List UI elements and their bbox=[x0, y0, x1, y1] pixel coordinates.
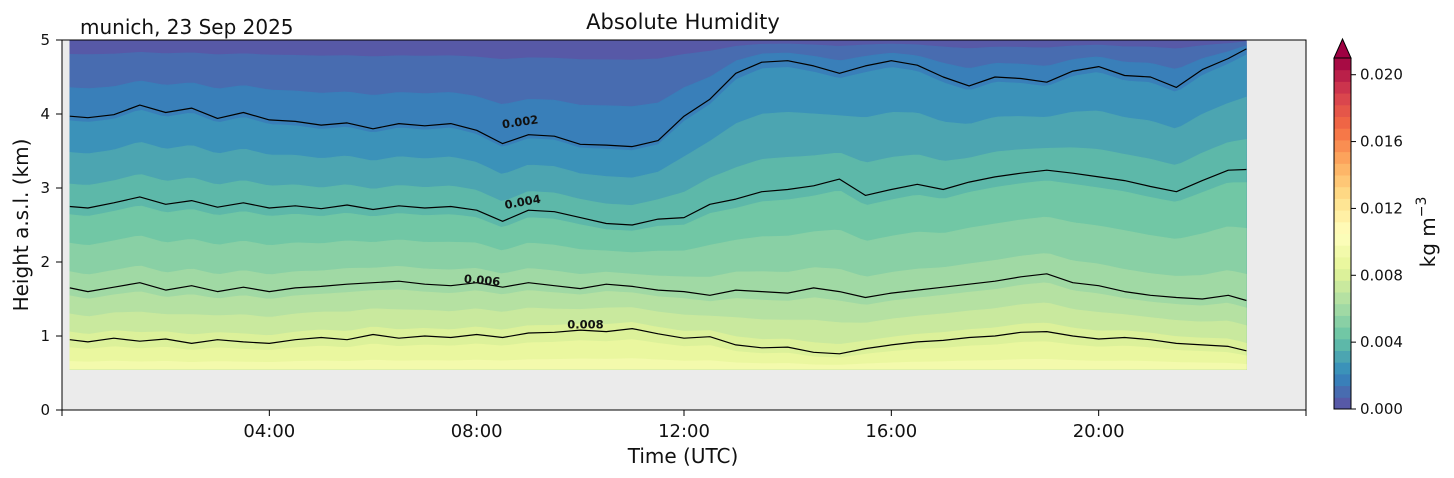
contour-line bbox=[69, 273, 1247, 302]
colorbar-band bbox=[1334, 128, 1351, 141]
contour-label: 0.006 bbox=[463, 272, 500, 289]
colorbar-band bbox=[1334, 210, 1351, 223]
colorbar-tick-label: 0.020 bbox=[1360, 66, 1403, 84]
y-axis-label: Height a.s.l. (km) bbox=[9, 139, 33, 312]
colorbar-band bbox=[1334, 93, 1351, 106]
colorbar-band bbox=[1334, 221, 1351, 234]
colorbar-band bbox=[1334, 315, 1351, 328]
colorbar-band bbox=[1334, 233, 1351, 246]
colorbar-band bbox=[1334, 303, 1351, 316]
contour-label: 0.002 bbox=[501, 112, 539, 131]
colorbar-band bbox=[1334, 116, 1351, 129]
y-tick-label: 1 bbox=[40, 327, 50, 345]
colorbar-band bbox=[1334, 292, 1351, 305]
colorbar-band bbox=[1334, 338, 1351, 351]
colorbar-band bbox=[1334, 373, 1351, 387]
y-tick-label: 5 bbox=[40, 31, 50, 49]
x-axis-label: Time (UTC) bbox=[627, 444, 739, 468]
colorbar-band bbox=[1334, 385, 1351, 398]
colorbar: 0.000 0.004 0.008 0.012 0.016 0.020 kg m−3 bbox=[1333, 37, 1440, 418]
contour-labels: 0.002 0.004 0.006 0.008 bbox=[463, 112, 603, 331]
colorbar-tick-label: 0.016 bbox=[1360, 133, 1403, 151]
x-tick-label: 04:00 bbox=[243, 421, 295, 442]
contour-line bbox=[69, 168, 1247, 226]
y-axis: 0 1 2 3 4 5 bbox=[40, 31, 62, 419]
colorbar-label-exponent: −3 bbox=[1414, 197, 1430, 218]
colorbar-frame bbox=[1333, 57, 1352, 410]
colorbar-band bbox=[1334, 198, 1351, 211]
colorbar-band bbox=[1334, 175, 1351, 188]
contour-lines bbox=[69, 48, 1247, 355]
colorbar-ticks: 0.000 0.004 0.008 0.012 0.016 0.020 bbox=[1351, 66, 1403, 418]
colorbar-band bbox=[1334, 69, 1351, 82]
colorbar-band bbox=[1334, 139, 1351, 153]
colorbar-band bbox=[1334, 256, 1351, 270]
colorbar-band bbox=[1334, 268, 1351, 281]
colorbar-tick-label: 0.012 bbox=[1360, 199, 1403, 217]
humidity-band bbox=[69, 358, 1247, 370]
colorbar-tick-label: 0.008 bbox=[1360, 266, 1403, 284]
contour-label: 0.008 bbox=[567, 318, 603, 332]
colorbar-band bbox=[1334, 397, 1351, 410]
contour-line bbox=[69, 48, 1247, 148]
x-tick-label: 08:00 bbox=[451, 421, 503, 442]
colorbar-band bbox=[1334, 151, 1351, 164]
y-tick-label: 2 bbox=[40, 253, 50, 271]
contour-line bbox=[69, 328, 1247, 355]
colorbar-bands bbox=[1334, 58, 1351, 410]
contour-label: 0.004 bbox=[503, 192, 541, 212]
colorbar-band bbox=[1334, 163, 1351, 176]
colorbar-tick-label: 0.000 bbox=[1360, 400, 1403, 418]
colorbar-label: kg m−3 bbox=[1414, 197, 1440, 268]
x-tick-label: 16:00 bbox=[865, 421, 917, 442]
colorbar-extend-arrow bbox=[1333, 37, 1352, 59]
x-axis: 04:00 08:00 12:00 16:00 20:00 bbox=[61, 410, 1307, 442]
colorbar-tick-label: 0.004 bbox=[1360, 333, 1403, 351]
colorbar-band bbox=[1334, 362, 1351, 375]
y-tick-label: 4 bbox=[40, 105, 50, 123]
colorbar-band bbox=[1334, 327, 1351, 340]
colorbar-band bbox=[1334, 81, 1351, 94]
colorbar-band bbox=[1334, 104, 1351, 117]
x-tick-label: 20:00 bbox=[1073, 421, 1125, 442]
colorbar-band bbox=[1334, 58, 1351, 71]
colorbar-band bbox=[1334, 186, 1351, 199]
chart-title: Absolute Humidity bbox=[586, 10, 780, 34]
x-tick-label: 12:00 bbox=[658, 421, 710, 442]
chart-subtitle: munich, 23 Sep 2025 bbox=[80, 15, 294, 39]
humidity-field bbox=[69, 40, 1247, 370]
y-tick-label: 3 bbox=[40, 179, 50, 197]
colorbar-band bbox=[1334, 280, 1351, 293]
colorbar-band bbox=[1334, 245, 1351, 258]
y-tick-label: 0 bbox=[40, 401, 50, 419]
colorbar-band bbox=[1334, 350, 1351, 363]
